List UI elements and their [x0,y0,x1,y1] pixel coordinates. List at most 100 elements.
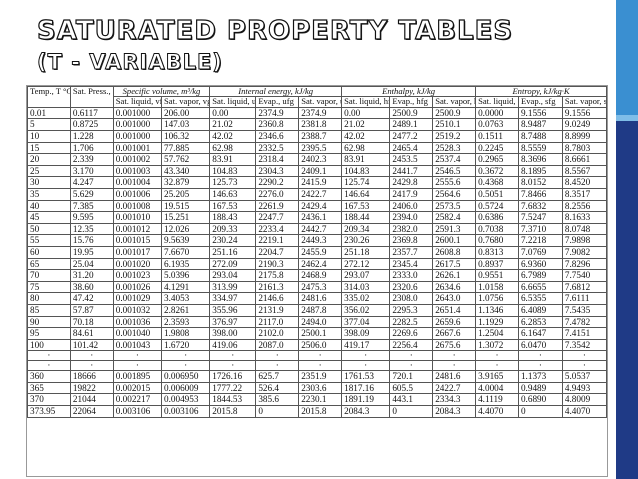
table-cell: 0.8313 [475,245,519,259]
table-cell: 2415.9 [298,176,343,189]
saturated-water-table: Temp., T °C Sat. Press., Psat kPa Specif… [27,86,607,418]
table-cell: 3.4053 [160,292,211,305]
table-cell: 2360.8 [255,118,300,131]
table-cell: 18666 [69,370,114,383]
table-cell: 146.63 [209,187,257,201]
table-cell: · [209,360,257,372]
table-cell: 2468.9 [298,269,343,282]
table-cell: 57.87 [69,303,114,317]
table-cell: 0.003106 [112,405,162,418]
table-cell: 125.74 [341,176,391,189]
col-header-press: Sat. Press., Psat kPa [69,86,114,108]
table-cell: 251.16 [209,245,257,259]
table-cell: 2290.2 [255,176,300,189]
table-cell: 147.03 [160,118,211,131]
table-cell: 1817.16 [341,381,391,395]
table-cell: · [517,350,563,362]
table-cell: 104.83 [209,164,257,178]
table-cell: · [475,360,519,372]
table-cell: 2465.4 [389,141,434,155]
table-cell: 2084.3 [432,405,477,418]
table-cell: 90 [27,315,71,329]
table-cell: 2374.9 [298,106,343,120]
table-cell: 2175.8 [255,269,300,282]
table-cell: 2369.8 [389,234,434,247]
table-cell: 0.001000 [112,118,162,131]
table-cell: 334.97 [209,292,257,305]
table-cell: 2351.9 [298,370,343,383]
table-cell: 625.7 [255,370,300,383]
table-cell: 0.001000 [112,106,162,120]
table-cell: 70 [27,269,71,282]
table-cell: 293.04 [209,269,257,282]
table-cell: 2230.1 [298,393,343,407]
table-cell: 9.5639 [160,234,211,247]
table-cell: 0.7038 [475,222,519,236]
table-cell: 19.95 [69,245,114,259]
table-cell: 2332.5 [255,141,300,155]
table-cell: 0.001029 [112,292,162,305]
table-cell: 83.91 [209,153,257,166]
table-cell: 6.6655 [517,280,563,294]
table-cell: 2233.4 [255,222,300,236]
table-cell: 7.3710 [517,222,563,236]
table-cell: 2481.6 [432,370,477,383]
table-cell: 7.2218 [517,234,563,247]
table-cell: 100 [27,338,71,352]
table-cell: 0.5724 [475,199,519,213]
table-cell: 0.001002 [112,153,162,166]
table-cell: 7.4151 [561,327,607,340]
table-cell: 6.9360 [517,257,563,271]
table-cell: 1777.22 [209,381,257,395]
table-cell: 2247.7 [255,211,300,224]
table-cell: 43.340 [160,164,211,178]
table-cell: 30 [27,176,71,189]
table-cell: 0.6386 [475,211,519,224]
table-cell: 373.95 [27,405,71,418]
table-row: 373.95 22064 0.003106 0.003106 2015.8 0 2015.8… [27,405,607,418]
table-cell: 7.6111 [561,292,607,305]
table-cell: · [69,350,114,362]
table-cell: 720.1 [389,370,434,383]
table-cell: 62.98 [341,141,391,155]
table-cell: 2429.8 [389,176,434,189]
table-cell: 2304.3 [255,164,300,178]
table-cell: 2261.9 [255,199,300,213]
table-cell: · [561,350,607,362]
table-cell: 85 [27,303,71,317]
table-cell: 0.001001 [112,141,162,155]
table-cell: 2303.6 [298,381,343,395]
table-cell: 2429.4 [298,199,343,213]
table-cell: 8.3517 [561,187,607,201]
table-cell: 167.53 [341,199,391,213]
table-cell: 8.1633 [561,211,607,224]
table-cell: 40 [27,199,71,213]
table-cell: 4.8009 [561,393,607,407]
table-cell: 2481.6 [298,292,343,305]
table-cell: · [160,350,211,362]
table-cell: 42.02 [209,130,257,143]
table-cell: 19822 [69,381,114,395]
table-cell: 1891.19 [341,393,391,407]
table-body: 0.01 0.6117 0.001000 206.00 0.00 2374.9 2374.9… [27,106,607,418]
table-cell: 0.004953 [160,393,211,407]
table-cell: 7.4782 [561,315,607,329]
table-cell: 2667.6 [432,327,477,340]
table-cell: 2219.1 [255,234,300,247]
table-cell: 443.1 [389,393,434,407]
table-row: 10 1.228 0.001000 106.32 42.02 2346.6 2388.7 42… [27,130,607,143]
table-cell: 398.09 [341,327,391,340]
table-row: 15 1.706 0.001001 77.885 62.98 2332.5 2395.5 62… [27,141,607,155]
table-cell: 3.9165 [475,370,519,383]
table-cell: 0.9551 [475,269,519,282]
table-cell: 8.3696 [517,153,563,166]
table-cell: 0.001006 [112,187,162,201]
table-cell: 2591.3 [432,222,477,236]
table-cell: 4.247 [69,176,114,189]
table-cell: 2318.4 [255,153,300,166]
table-cell: 0.00 [341,106,391,120]
table-cell: 62.98 [209,141,257,155]
slide-title: SATURATED PROPERTY TABLES [36,15,514,46]
table-cell: 0.8725 [69,118,114,131]
table-cell: 2406.0 [389,199,434,213]
